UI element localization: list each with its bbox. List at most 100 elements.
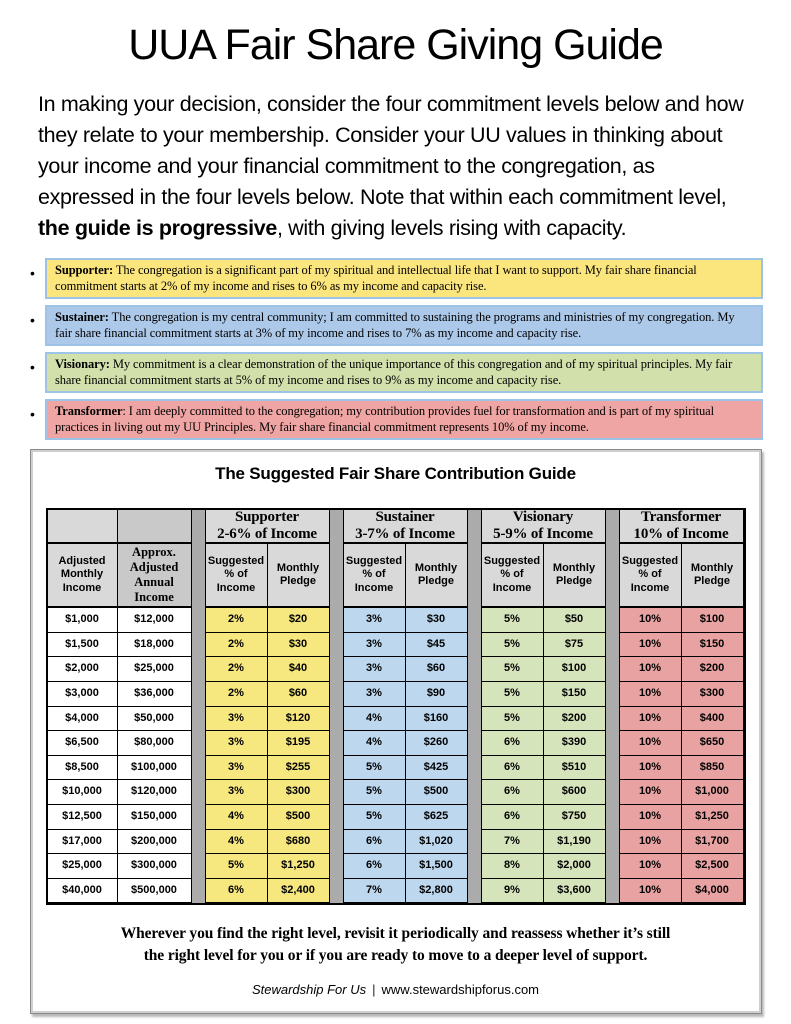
- income-cell-annual: $50,000: [117, 706, 192, 732]
- data-cell-pledge: $40: [267, 657, 330, 683]
- income-annual-header: Approx. Adjusted Annual Income: [117, 544, 192, 609]
- income-cell-monthly: $1,000: [47, 608, 118, 633]
- income-cell-monthly: $10,000: [47, 780, 118, 806]
- income-cell-monthly: $1,500: [47, 632, 118, 658]
- income-cell-annual: $80,000: [117, 731, 192, 756]
- data-cell-percent: 7%: [343, 878, 406, 904]
- data-cell-pledge: $60: [267, 682, 330, 707]
- data-cell-pledge: $2,800: [405, 878, 468, 904]
- data-cell-percent: 10%: [619, 805, 682, 830]
- page-title: UUA Fair Share Giving Guide: [128, 21, 664, 69]
- income-cell-annual: $12,000: [117, 608, 192, 633]
- data-cell-pledge: $850: [681, 755, 744, 781]
- income-cell-annual: $36,000: [117, 682, 192, 707]
- level-name: Transformer: [55, 404, 123, 419]
- bullet-icon: •: [30, 359, 35, 376]
- data-cell-pledge: $200: [681, 657, 744, 683]
- data-cell-percent: 5%: [205, 854, 268, 879]
- contribution-guide-box: The Suggested Fair Share Contribution Gu…: [29, 449, 762, 1015]
- list-item: • Transformer: I am deeply committed to …: [30, 399, 763, 441]
- data-cell-pledge: $100: [681, 608, 744, 633]
- data-cell-pledge: $255: [267, 755, 330, 781]
- income-cell-monthly: $40,000: [47, 878, 118, 904]
- data-cell-percent: 4%: [343, 706, 406, 732]
- data-cell-pledge: $1,250: [681, 805, 744, 830]
- level-name: Sustainer:: [55, 310, 109, 325]
- data-cell-percent: 10%: [619, 780, 682, 806]
- data-cell-percent: 4%: [343, 731, 406, 756]
- data-cell-pledge: $390: [543, 731, 606, 756]
- data-cell-pledge: $90: [405, 682, 468, 707]
- data-cell-pledge: $75: [543, 632, 606, 658]
- data-cell-percent: 5%: [343, 780, 406, 806]
- data-cell-percent: 3%: [343, 657, 406, 683]
- income-cell-monthly: $6,500: [47, 731, 118, 756]
- group-header-transformer: Transformer 10% of Income: [619, 509, 744, 545]
- data-cell-pledge: $500: [405, 780, 468, 806]
- data-cell-pledge: $195: [267, 731, 330, 756]
- data-cell-percent: 3%: [205, 780, 268, 806]
- income-cell-annual: $150,000: [117, 805, 192, 830]
- data-cell-pledge: $1,000: [681, 780, 744, 806]
- data-cell-percent: 10%: [619, 657, 682, 683]
- data-cell-percent: 10%: [619, 878, 682, 904]
- data-cell-pledge: $1,700: [681, 829, 744, 855]
- footer-note: Wherever you find the right level, revis…: [31, 923, 761, 967]
- table-corner-cell: [47, 510, 118, 545]
- data-cell-pledge: $100: [543, 657, 606, 683]
- data-cell-percent: 6%: [481, 755, 544, 781]
- data-cell-percent: 10%: [619, 854, 682, 879]
- group-header-supporter: Supporter 2-6% of Income: [205, 509, 330, 545]
- fair-share-table: Supporter 2-6% of Income Sustainer 3-7% of …: [45, 508, 746, 906]
- data-cell-pledge: $425: [405, 755, 468, 781]
- data-cell-pledge: $200: [543, 706, 606, 732]
- list-item: • Sustainer: The congregation is my cent…: [30, 305, 763, 347]
- group-range: 3-7% of Income: [355, 526, 455, 543]
- data-cell-percent: 10%: [619, 755, 682, 781]
- table-corner-cell: [117, 510, 192, 545]
- data-cell-percent: 2%: [205, 657, 268, 683]
- data-cell-percent: 5%: [481, 657, 544, 683]
- group-range: 5-9% of Income: [493, 526, 593, 543]
- data-cell-percent: 6%: [205, 878, 268, 904]
- data-cell-percent: 9%: [481, 878, 544, 904]
- subheader-monthly-pledge: Monthly Pledge: [405, 544, 468, 609]
- level-box-sustainer: Sustainer: The congregation is my centra…: [45, 305, 763, 347]
- income-cell-annual: $18,000: [117, 632, 192, 658]
- data-cell-percent: 8%: [481, 854, 544, 879]
- data-cell-pledge: $160: [405, 706, 468, 732]
- data-cell-pledge: $510: [543, 755, 606, 781]
- data-cell-pledge: $1,500: [405, 854, 468, 879]
- data-cell-pledge: $2,500: [681, 854, 744, 879]
- income-cell-monthly: $3,000: [47, 682, 118, 707]
- data-cell-percent: 10%: [619, 829, 682, 855]
- data-cell-pledge: $20: [267, 608, 330, 633]
- data-cell-percent: 6%: [481, 731, 544, 756]
- group-range: 2-6% of Income: [217, 526, 317, 543]
- level-description: The congregation is my central community…: [55, 310, 735, 341]
- data-cell-pledge: $1,250: [267, 854, 330, 879]
- data-cell-pledge: $625: [405, 805, 468, 830]
- data-cell-percent: 3%: [343, 632, 406, 658]
- intro-paragraph: In making your decision, consider the fo…: [38, 89, 756, 244]
- data-cell-percent: 5%: [343, 805, 406, 830]
- subheader-suggested-pct: Suggested % of Income: [205, 544, 268, 609]
- data-cell-pledge: $30: [267, 632, 330, 658]
- income-cell-annual: $200,000: [117, 829, 192, 855]
- income-cell-monthly: $4,000: [47, 706, 118, 732]
- column-spacer: [329, 510, 344, 904]
- credit-separator: |: [372, 982, 376, 998]
- data-cell-pledge: $60: [405, 657, 468, 683]
- income-cell-monthly: $2,000: [47, 657, 118, 683]
- credit-line: Stewardship For Us | www.stewardshipforus.…: [31, 982, 761, 997]
- data-cell-percent: 7%: [481, 829, 544, 855]
- data-cell-percent: 10%: [619, 706, 682, 732]
- income-cell-annual: $100,000: [117, 755, 192, 781]
- data-cell-pledge: $3,600: [543, 878, 606, 904]
- data-cell-pledge: $150: [543, 682, 606, 707]
- level-box-transformer: Transformer: I am deeply committed to th…: [45, 399, 763, 441]
- list-item: • Visionary: My commitment is a clear de…: [30, 352, 763, 394]
- subheader-suggested-pct: Suggested % of Income: [619, 544, 682, 609]
- subheader-monthly-pledge: Monthly Pledge: [267, 544, 330, 609]
